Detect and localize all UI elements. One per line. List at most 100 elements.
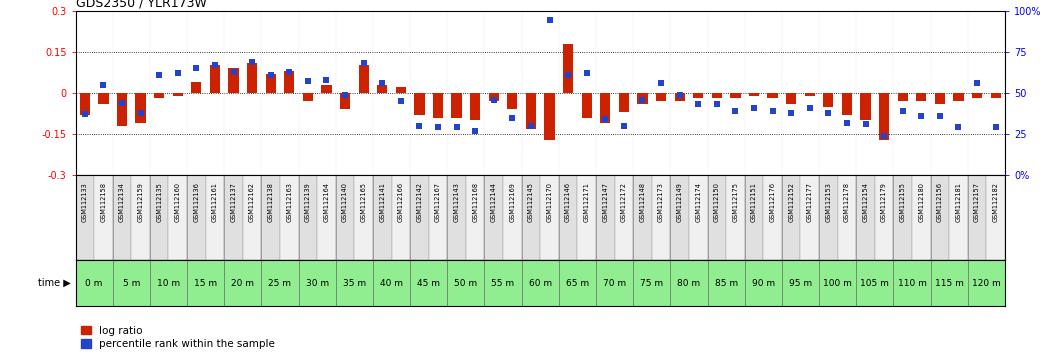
Text: 70 m: 70 m bbox=[603, 279, 626, 288]
Text: GSM112179: GSM112179 bbox=[881, 182, 887, 222]
Bar bbox=[990, 93, 1001, 98]
Text: 80 m: 80 m bbox=[678, 279, 701, 288]
Legend: log ratio, percentile rank within the sample: log ratio, percentile rank within the sa… bbox=[81, 326, 275, 349]
Bar bbox=[615, 175, 634, 260]
Text: GSM112181: GSM112181 bbox=[956, 182, 962, 222]
Text: GSM112169: GSM112169 bbox=[510, 182, 515, 222]
Text: 0 m: 0 m bbox=[85, 279, 103, 288]
Bar bbox=[135, 93, 146, 123]
Bar bbox=[670, 175, 689, 260]
Bar bbox=[526, 93, 536, 129]
Bar bbox=[786, 93, 796, 104]
Bar bbox=[76, 175, 94, 260]
Bar bbox=[800, 175, 819, 260]
Bar bbox=[410, 175, 429, 260]
Text: GSM112140: GSM112140 bbox=[342, 182, 348, 222]
Bar bbox=[173, 93, 183, 96]
Bar bbox=[619, 93, 629, 112]
Bar bbox=[80, 93, 90, 115]
Bar bbox=[321, 85, 331, 93]
Text: 65 m: 65 m bbox=[565, 279, 588, 288]
Text: GSM112157: GSM112157 bbox=[975, 182, 980, 222]
Bar bbox=[879, 93, 890, 139]
Text: 40 m: 40 m bbox=[380, 279, 403, 288]
Text: 120 m: 120 m bbox=[972, 279, 1001, 288]
Bar bbox=[150, 175, 169, 260]
Text: GSM112139: GSM112139 bbox=[305, 182, 311, 222]
Text: GSM112174: GSM112174 bbox=[695, 182, 701, 222]
Bar bbox=[340, 93, 350, 109]
Bar bbox=[378, 85, 387, 93]
Text: GSM112141: GSM112141 bbox=[380, 182, 385, 222]
Text: 30 m: 30 m bbox=[305, 279, 328, 288]
Bar bbox=[730, 93, 741, 98]
Bar bbox=[210, 65, 220, 93]
Text: GSM112178: GSM112178 bbox=[844, 182, 850, 222]
Text: GSM112162: GSM112162 bbox=[249, 182, 255, 222]
Text: GSM112165: GSM112165 bbox=[361, 182, 367, 222]
Bar bbox=[689, 175, 707, 260]
Bar bbox=[299, 175, 317, 260]
Bar bbox=[94, 175, 112, 260]
Bar bbox=[508, 93, 517, 109]
Bar bbox=[317, 175, 336, 260]
Bar bbox=[764, 175, 782, 260]
Bar bbox=[521, 175, 540, 260]
Text: GSM112143: GSM112143 bbox=[453, 182, 459, 222]
Bar bbox=[745, 175, 764, 260]
Text: GSM112170: GSM112170 bbox=[547, 182, 553, 222]
Bar bbox=[972, 93, 982, 98]
Bar bbox=[99, 93, 108, 104]
Text: 60 m: 60 m bbox=[529, 279, 552, 288]
Text: GSM112168: GSM112168 bbox=[472, 182, 478, 222]
Bar bbox=[191, 82, 201, 93]
Text: GDS2350 / YLR173W: GDS2350 / YLR173W bbox=[76, 0, 207, 10]
Bar bbox=[540, 175, 559, 260]
Bar bbox=[693, 93, 703, 98]
Text: GSM112166: GSM112166 bbox=[398, 182, 404, 222]
Bar bbox=[768, 93, 777, 98]
Bar bbox=[726, 175, 745, 260]
Text: GSM112176: GSM112176 bbox=[770, 182, 775, 222]
Bar bbox=[206, 175, 224, 260]
Bar bbox=[819, 175, 838, 260]
Bar bbox=[581, 93, 592, 118]
Bar bbox=[596, 175, 615, 260]
Bar bbox=[842, 93, 852, 115]
Bar bbox=[489, 93, 499, 101]
Bar bbox=[395, 87, 406, 93]
Bar bbox=[935, 93, 945, 104]
Bar bbox=[224, 175, 242, 260]
Text: GSM112153: GSM112153 bbox=[826, 182, 832, 222]
Text: GSM112147: GSM112147 bbox=[602, 182, 608, 222]
Bar bbox=[656, 93, 666, 101]
Text: GSM112144: GSM112144 bbox=[491, 182, 497, 222]
Bar bbox=[875, 175, 894, 260]
Bar bbox=[247, 63, 257, 93]
Text: GSM112164: GSM112164 bbox=[323, 182, 329, 222]
Bar bbox=[504, 175, 521, 260]
Text: GSM112149: GSM112149 bbox=[677, 182, 683, 222]
Bar bbox=[466, 175, 485, 260]
Text: 5 m: 5 m bbox=[123, 279, 140, 288]
Bar bbox=[651, 175, 670, 260]
Bar bbox=[638, 93, 647, 104]
Bar bbox=[749, 93, 759, 96]
Bar bbox=[355, 175, 373, 260]
Bar bbox=[470, 93, 480, 120]
Bar bbox=[433, 93, 443, 118]
Text: 90 m: 90 m bbox=[752, 279, 775, 288]
Bar bbox=[860, 93, 871, 120]
Text: GSM112146: GSM112146 bbox=[565, 182, 571, 222]
Bar bbox=[116, 93, 127, 126]
Text: 45 m: 45 m bbox=[418, 279, 441, 288]
Bar bbox=[112, 175, 131, 260]
Text: 15 m: 15 m bbox=[194, 279, 217, 288]
Bar bbox=[187, 175, 206, 260]
Text: GSM112154: GSM112154 bbox=[862, 182, 869, 222]
Text: GSM112163: GSM112163 bbox=[286, 182, 293, 222]
Text: GSM112171: GSM112171 bbox=[583, 182, 590, 222]
Text: 25 m: 25 m bbox=[269, 279, 292, 288]
Bar bbox=[447, 175, 466, 260]
Bar bbox=[954, 93, 964, 101]
